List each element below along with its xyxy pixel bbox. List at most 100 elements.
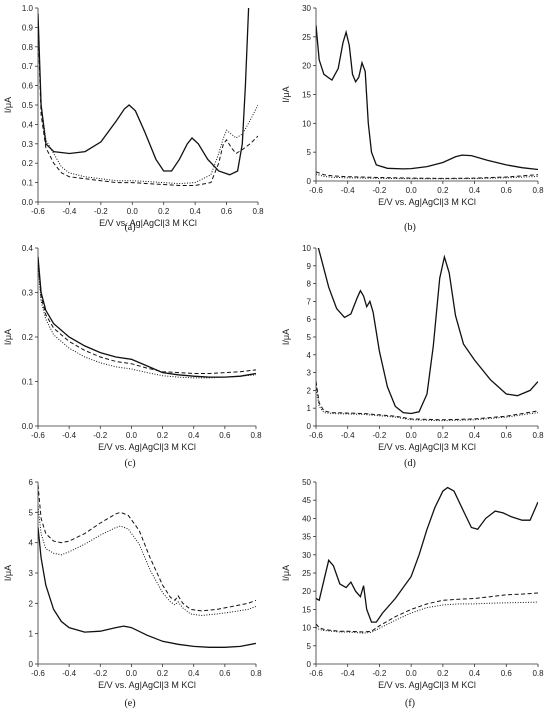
y-tick-label: 0.8 bbox=[22, 43, 34, 52]
y-tick-label: 9 bbox=[307, 262, 312, 271]
y-tick-label: 0 bbox=[307, 660, 312, 669]
x-tick-label: -0.4 bbox=[63, 207, 77, 216]
series-line-solid bbox=[316, 486, 538, 623]
panel-caption: (a) bbox=[124, 222, 135, 233]
x-tick-label: -0.2 bbox=[373, 669, 387, 678]
series-line-solid bbox=[38, 527, 256, 648]
y-tick-label: 0.1 bbox=[22, 378, 34, 387]
x-tick-label: 0.8 bbox=[252, 207, 264, 216]
y-tick-label: 5 bbox=[307, 642, 312, 651]
chart-panel-3: -0.6 -0.4 -0.2 0.0 0.2 0.4 0.6 0.8 0.0 0.1 0.2 0.3 0… bbox=[3, 244, 262, 469]
y-tick-label: 0.4 bbox=[22, 120, 34, 129]
y-tick-label: 0.2 bbox=[22, 159, 34, 168]
y-tick-label: 0.3 bbox=[22, 140, 34, 149]
x-tick-label: -0.4 bbox=[341, 431, 355, 440]
x-tick-label: -0.6 bbox=[309, 669, 323, 678]
x-tick-label: -0.6 bbox=[309, 186, 323, 195]
y-tick-label: 8 bbox=[307, 280, 312, 289]
y-tick-label: 0.6 bbox=[22, 82, 34, 91]
x-tick-label: -0.2 bbox=[373, 186, 387, 195]
x-tick-label: -0.4 bbox=[62, 431, 76, 440]
x-tick-label: -0.6 bbox=[309, 431, 323, 440]
x-axis-label: E/V vs. Ag|AgCl|3 M KCl bbox=[378, 442, 476, 452]
series-line-dashed bbox=[316, 381, 538, 421]
x-tick-label: -0.4 bbox=[62, 669, 76, 678]
series-line-dashed bbox=[38, 27, 258, 186]
x-axis-label: E/V vs. Ag|AgCl|3 M KCl bbox=[378, 197, 476, 207]
chart-panel-5: -0.6 -0.4 -0.2 0.0 0.2 0.4 0.6 0.8 0 1 2 3 4 5 6 E/V vs… bbox=[3, 478, 262, 709]
x-tick-label: -0.6 bbox=[31, 669, 45, 678]
y-tick-label: 1.0 bbox=[22, 4, 34, 13]
y-tick-label: 4 bbox=[307, 351, 312, 360]
series-line-solid bbox=[38, 8, 250, 176]
y-tick-label: 0 bbox=[307, 422, 312, 431]
x-tick-label: -0.6 bbox=[31, 431, 45, 440]
x-tick-label: -0.6 bbox=[31, 207, 45, 216]
y-tick-label: 6 bbox=[29, 478, 34, 487]
x-tick-label: -0.2 bbox=[93, 431, 107, 440]
y-tick-label: 20 bbox=[302, 62, 311, 71]
series-line-solid bbox=[317, 248, 538, 415]
x-tick-label: 0.6 bbox=[219, 431, 231, 440]
series-line-dashed bbox=[38, 484, 256, 612]
y-tick-label: 10 bbox=[302, 624, 311, 633]
x-tick-label: -0.4 bbox=[341, 669, 355, 678]
y-tick-label: 0.0 bbox=[22, 198, 34, 207]
chart-panel-4: -0.6 -0.4 -0.2 0.0 0.2 0.4 0.6 0.8 0 1 2 3 4 5 6 7 8 9 10 E… bbox=[281, 244, 544, 469]
y-tick-label: 7 bbox=[307, 297, 312, 306]
x-tick-label: 0.8 bbox=[532, 431, 544, 440]
x-tick-label: 0.8 bbox=[250, 669, 262, 678]
x-tick-label: 0.2 bbox=[157, 431, 169, 440]
y-tick-label: 5 bbox=[29, 508, 34, 517]
chart-panel-6: -0.6 -0.4 -0.2 0.0 0.2 0.4 0.6 0.8 0 5 10 15 20 25 30 3… bbox=[281, 478, 544, 709]
x-tick-label: 0.2 bbox=[437, 669, 449, 678]
series-line-dashed bbox=[316, 592, 538, 633]
x-tick-label: 0.4 bbox=[188, 669, 200, 678]
y-tick-label: 0.5 bbox=[22, 101, 34, 110]
series-line-solid bbox=[38, 256, 256, 378]
series-line-dashed bbox=[38, 261, 256, 374]
y-tick-label: 0.9 bbox=[22, 23, 34, 32]
y-tick-label: 2 bbox=[29, 599, 34, 608]
y-tick-label: 5 bbox=[307, 333, 312, 342]
x-tick-label: 0.0 bbox=[126, 431, 138, 440]
y-tick-label: 25 bbox=[302, 33, 311, 42]
series-line-dotted bbox=[316, 386, 538, 422]
series-line-dotted bbox=[38, 506, 256, 617]
series-line-dashed bbox=[316, 171, 538, 179]
series-line-dotted bbox=[38, 265, 256, 379]
series-line-solid bbox=[316, 25, 538, 171]
y-axis-label: I/μA bbox=[281, 329, 291, 345]
y-tick-label: 45 bbox=[302, 496, 311, 505]
y-tick-label: 3 bbox=[29, 569, 34, 578]
y-tick-label: 4 bbox=[29, 539, 34, 548]
series-line-dotted bbox=[38, 21, 258, 185]
y-tick-label: 0.1 bbox=[22, 179, 34, 188]
y-tick-label: 0 bbox=[307, 177, 312, 186]
x-tick-label: 0.2 bbox=[158, 207, 170, 216]
y-tick-label: 0.4 bbox=[22, 244, 34, 253]
x-tick-label: 0.0 bbox=[126, 669, 138, 678]
y-axis-label: I/μA bbox=[281, 86, 291, 102]
y-tick-label: 5 bbox=[307, 148, 312, 157]
y-tick-label: 50 bbox=[302, 478, 311, 487]
y-tick-label: 15 bbox=[302, 605, 311, 614]
y-tick-label: 35 bbox=[302, 533, 311, 542]
x-tick-label: 0.4 bbox=[469, 431, 481, 440]
x-tick-label: 0.0 bbox=[127, 207, 139, 216]
x-tick-label: 0.4 bbox=[190, 207, 202, 216]
y-tick-label: 3 bbox=[307, 369, 312, 378]
y-axis-label: I/μA bbox=[281, 565, 291, 581]
x-tick-label: 0.2 bbox=[437, 186, 449, 195]
y-tick-label: 0.3 bbox=[22, 289, 34, 298]
x-tick-label: 0.8 bbox=[532, 186, 544, 195]
y-tick-label: 10 bbox=[302, 119, 311, 128]
x-tick-label: 0.4 bbox=[469, 186, 481, 195]
y-axis-label: I/μA bbox=[3, 97, 13, 113]
y-tick-label: 0 bbox=[29, 660, 34, 669]
x-tick-label: 0.6 bbox=[501, 669, 513, 678]
x-tick-label: 0.2 bbox=[157, 669, 169, 678]
x-tick-label: 0.6 bbox=[219, 669, 231, 678]
x-tick-label: 0.6 bbox=[501, 431, 513, 440]
